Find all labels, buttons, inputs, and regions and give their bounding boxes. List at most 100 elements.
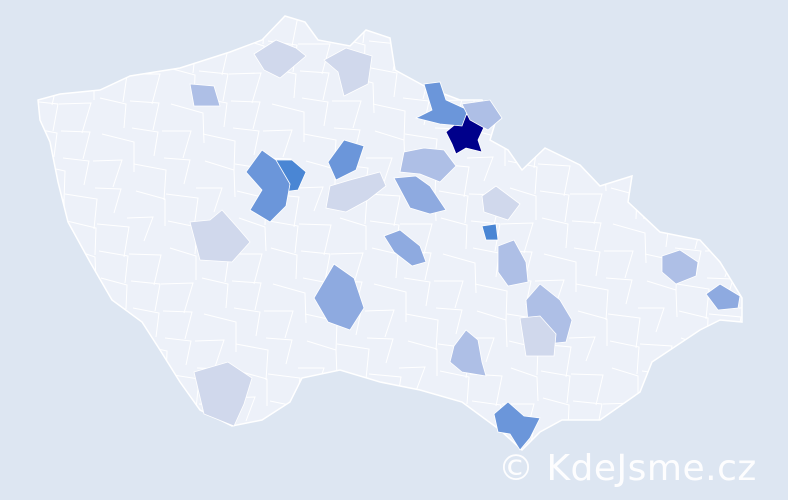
municipality-border — [336, 343, 370, 380]
municipality-border — [201, 277, 229, 309]
municipality-border — [298, 223, 332, 256]
municipality-border — [706, 97, 733, 123]
municipality-border — [407, 16, 435, 40]
municipality-border — [740, 343, 742, 376]
municipality-border — [99, 430, 130, 450]
municipality-border — [576, 130, 607, 166]
municipality-border — [38, 16, 64, 46]
municipality-border — [265, 337, 293, 365]
highlighted-districts — [189, 39, 741, 451]
municipality-border — [542, 73, 576, 112]
municipality-border — [298, 43, 331, 75]
municipality-border — [130, 280, 161, 312]
municipality-border — [170, 427, 199, 450]
district-region — [393, 175, 447, 215]
municipality-border — [128, 253, 162, 286]
municipality-border — [264, 310, 294, 339]
municipality-border — [265, 16, 299, 47]
municipality-border — [95, 367, 123, 395]
municipality-border — [237, 370, 268, 406]
municipality-border — [476, 310, 508, 348]
municipality-border — [66, 220, 97, 256]
municipality-border — [336, 16, 367, 44]
municipality-border — [38, 307, 59, 339]
municipality-border — [373, 283, 407, 322]
district-region — [189, 209, 251, 263]
municipality-border — [296, 186, 324, 212]
municipality-border — [58, 426, 86, 450]
municipality-border — [38, 369, 55, 398]
municipality-border — [646, 280, 678, 318]
municipality-border — [432, 432, 466, 450]
municipality-border — [94, 340, 124, 369]
municipality-border — [97, 403, 131, 439]
municipality-border — [575, 283, 609, 321]
watermark: © KdeJsme.cz — [498, 448, 757, 489]
municipality-border — [538, 16, 569, 42]
district-region — [449, 329, 487, 377]
municipality-border — [162, 310, 193, 340]
district-region — [461, 99, 503, 131]
municipality-border — [235, 16, 266, 45]
municipality-border — [38, 190, 66, 228]
district-region — [313, 263, 365, 331]
municipality-border — [473, 427, 501, 450]
municipality-border — [474, 283, 508, 322]
municipality-border — [168, 400, 199, 436]
municipality-border — [612, 223, 647, 264]
municipality-border — [439, 37, 467, 69]
municipality-border — [238, 217, 267, 252]
municipality-border — [300, 250, 331, 282]
municipality-border — [38, 36, 52, 62]
municipality-border — [372, 427, 400, 450]
municipality-border — [643, 397, 671, 429]
municipality-border — [743, 371, 772, 401]
municipality-border — [435, 307, 463, 335]
municipality-border — [64, 193, 98, 230]
municipality-border — [572, 67, 600, 96]
municipality-border — [707, 133, 741, 167]
district-region — [399, 147, 457, 183]
municipality-border — [134, 16, 165, 46]
municipality-border — [469, 40, 500, 71]
municipality-border — [38, 343, 67, 382]
municipality-border — [536, 127, 563, 153]
municipality-border — [434, 280, 464, 309]
district-region — [325, 171, 387, 213]
municipality-border — [636, 126, 664, 152]
district-region — [705, 283, 741, 311]
municipality-border — [502, 70, 532, 99]
municipality-border — [230, 253, 263, 285]
municipality-border — [38, 433, 62, 450]
municipality-border — [65, 40, 96, 75]
municipality-border — [230, 100, 261, 130]
municipality-border — [673, 67, 701, 95]
municipality-border — [714, 70, 742, 108]
municipality-border — [135, 190, 166, 226]
municipality-border — [164, 337, 192, 366]
district-region — [414, 81, 469, 127]
municipality-border — [299, 403, 333, 437]
municipality-border — [230, 433, 264, 450]
municipality-border — [405, 313, 439, 351]
municipality-border — [604, 97, 632, 124]
municipality-border — [468, 16, 501, 45]
municipality-border — [194, 16, 222, 32]
municipality-border — [367, 193, 401, 227]
municipality-border — [539, 190, 570, 223]
municipality-border — [606, 133, 640, 168]
municipality-border — [332, 433, 365, 450]
municipality-border — [403, 277, 431, 307]
municipality-border — [231, 280, 262, 311]
district-region — [661, 249, 699, 285]
municipality-border — [94, 187, 122, 214]
municipality-border — [38, 100, 59, 132]
municipality-border — [712, 367, 740, 400]
municipality-border — [638, 163, 672, 196]
municipality-border — [67, 400, 98, 436]
municipality-border — [645, 100, 676, 136]
municipality-border — [568, 16, 602, 44]
district-region — [493, 401, 541, 451]
municipality-border — [165, 193, 199, 229]
